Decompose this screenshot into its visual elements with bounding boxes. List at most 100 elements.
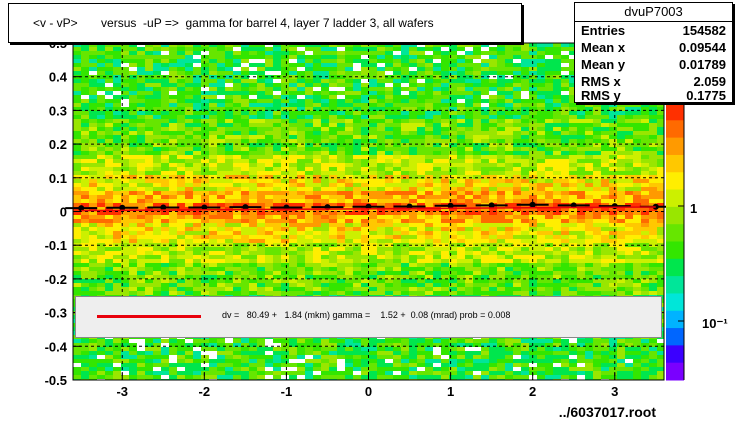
heatmap-cell (617, 131, 625, 135)
heatmap-cell (601, 283, 609, 287)
heatmap-cell (321, 71, 329, 75)
heatmap-cell (633, 267, 641, 271)
heatmap-cell (377, 211, 385, 215)
heatmap-cell (193, 227, 201, 231)
heatmap-cell (465, 187, 473, 191)
heatmap-cell (385, 183, 393, 187)
heatmap-cell (369, 83, 377, 87)
heatmap-cell (513, 171, 521, 175)
heatmap-cell (129, 171, 137, 175)
heatmap-cell (409, 115, 417, 119)
heatmap-cell (609, 207, 617, 211)
heatmap-cell (289, 219, 297, 223)
heatmap-cell (369, 247, 377, 251)
heatmap-cell (561, 59, 569, 63)
heatmap-cell (169, 99, 177, 103)
heatmap-cell (505, 179, 513, 183)
heatmap-cell (145, 75, 153, 79)
heatmap-cell (225, 235, 233, 239)
heatmap-cell (233, 103, 241, 107)
heatmap-cell (209, 279, 217, 283)
heatmap-cell (561, 151, 569, 155)
heatmap-cell (233, 123, 241, 127)
heatmap-cell (529, 75, 537, 79)
heatmap-cell (553, 79, 561, 83)
heatmap-cell (281, 195, 289, 199)
heatmap-cell (401, 147, 409, 151)
heatmap-cell (505, 279, 513, 283)
heatmap-cell (561, 79, 569, 83)
heatmap-cell (73, 91, 81, 95)
heatmap-cell (209, 203, 217, 207)
heatmap-cell (353, 219, 361, 223)
heatmap-cell (577, 143, 585, 147)
heatmap-cell (529, 207, 537, 211)
heatmap-cell (369, 51, 377, 55)
heatmap-cell (433, 291, 441, 295)
heatmap-cell (353, 183, 361, 187)
heatmap-cell (457, 239, 465, 243)
heatmap-cell (177, 179, 185, 183)
heatmap-cell (161, 87, 169, 91)
heatmap-cell (121, 131, 129, 135)
heatmap-cell (529, 267, 537, 271)
heatmap-cell (409, 187, 417, 191)
heatmap-cell (249, 187, 257, 191)
heatmap-cell (209, 127, 217, 131)
heatmap-cell (633, 199, 641, 203)
heatmap-cell (457, 263, 465, 267)
heatmap-cell (329, 159, 337, 163)
heatmap-cell (593, 263, 601, 267)
heatmap-cell (97, 75, 105, 79)
heatmap-cell (209, 255, 217, 259)
heatmap-cell (81, 199, 89, 203)
heatmap-cell (361, 147, 369, 151)
heatmap-cell (305, 171, 313, 175)
heatmap-cell (345, 135, 353, 139)
heatmap-cell (129, 195, 137, 199)
heatmap-cell (465, 55, 473, 59)
heatmap-cell (321, 51, 329, 55)
heatmap-cell (601, 195, 609, 199)
heatmap-cell (425, 163, 433, 167)
heatmap-cell (633, 147, 641, 151)
heatmap-cell (521, 131, 529, 135)
heatmap-cell (417, 283, 425, 287)
heatmap-cell (169, 47, 177, 51)
heatmap-cell (561, 187, 569, 191)
heatmap-cell (129, 159, 137, 163)
heatmap-cell (409, 55, 417, 59)
heatmap-cell (609, 103, 617, 107)
heatmap-cell (609, 287, 617, 291)
heatmap-cell (537, 227, 545, 231)
heatmap-cell (73, 267, 81, 271)
heatmap-cell (385, 123, 393, 127)
heatmap-cell (657, 227, 664, 231)
heatmap-cell (585, 143, 593, 147)
heatmap-cell (449, 231, 457, 235)
heatmap-cell (297, 151, 305, 155)
heatmap-cell (185, 247, 193, 251)
heatmap-cell (537, 251, 545, 255)
heatmap-cell (185, 275, 193, 279)
heatmap-cell (385, 223, 393, 227)
heatmap-cell (113, 267, 121, 271)
heatmap-cell (217, 127, 225, 131)
heatmap-cell (497, 179, 505, 183)
heatmap-cell (161, 63, 169, 67)
heatmap-cell (577, 275, 585, 279)
heatmap-cell (385, 259, 393, 263)
heatmap-cell (321, 263, 329, 267)
heatmap-cell (321, 227, 329, 231)
heatmap-cell (521, 47, 529, 51)
heatmap-cell (417, 171, 425, 175)
heatmap-cell (209, 119, 217, 123)
heatmap-cell (497, 111, 505, 115)
heatmap-cell (177, 143, 185, 147)
heatmap-cell (73, 123, 81, 127)
heatmap-cell (641, 199, 649, 203)
heatmap-cell (265, 199, 273, 203)
heatmap-cell (169, 239, 177, 243)
heatmap-cell (425, 183, 433, 187)
heatmap-cell (337, 267, 345, 271)
